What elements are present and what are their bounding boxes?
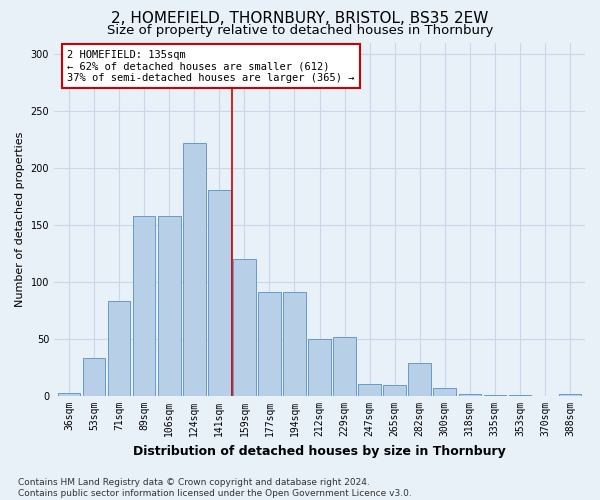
- Bar: [509, 395, 531, 396]
- Bar: [358, 384, 381, 396]
- Bar: [108, 302, 130, 396]
- Bar: [409, 363, 431, 396]
- Bar: [283, 292, 306, 396]
- Text: 2 HOMEFIELD: 135sqm
← 62% of detached houses are smaller (612)
37% of semi-detac: 2 HOMEFIELD: 135sqm ← 62% of detached ho…: [67, 50, 355, 83]
- Text: Size of property relative to detached houses in Thornbury: Size of property relative to detached ho…: [107, 24, 493, 37]
- Bar: [433, 388, 456, 396]
- Bar: [258, 292, 281, 396]
- Bar: [458, 394, 481, 396]
- Bar: [83, 358, 106, 396]
- Bar: [559, 394, 581, 396]
- Bar: [58, 392, 80, 396]
- Y-axis label: Number of detached properties: Number of detached properties: [15, 132, 25, 307]
- Bar: [383, 384, 406, 396]
- Text: Contains HM Land Registry data © Crown copyright and database right 2024.
Contai: Contains HM Land Registry data © Crown c…: [18, 478, 412, 498]
- Bar: [484, 395, 506, 396]
- Bar: [183, 143, 206, 396]
- Bar: [133, 216, 155, 396]
- X-axis label: Distribution of detached houses by size in Thornbury: Distribution of detached houses by size …: [133, 444, 506, 458]
- Bar: [233, 259, 256, 396]
- Bar: [158, 216, 181, 396]
- Bar: [208, 190, 230, 396]
- Bar: [308, 339, 331, 396]
- Bar: [333, 336, 356, 396]
- Text: 2, HOMEFIELD, THORNBURY, BRISTOL, BS35 2EW: 2, HOMEFIELD, THORNBURY, BRISTOL, BS35 2…: [112, 11, 488, 26]
